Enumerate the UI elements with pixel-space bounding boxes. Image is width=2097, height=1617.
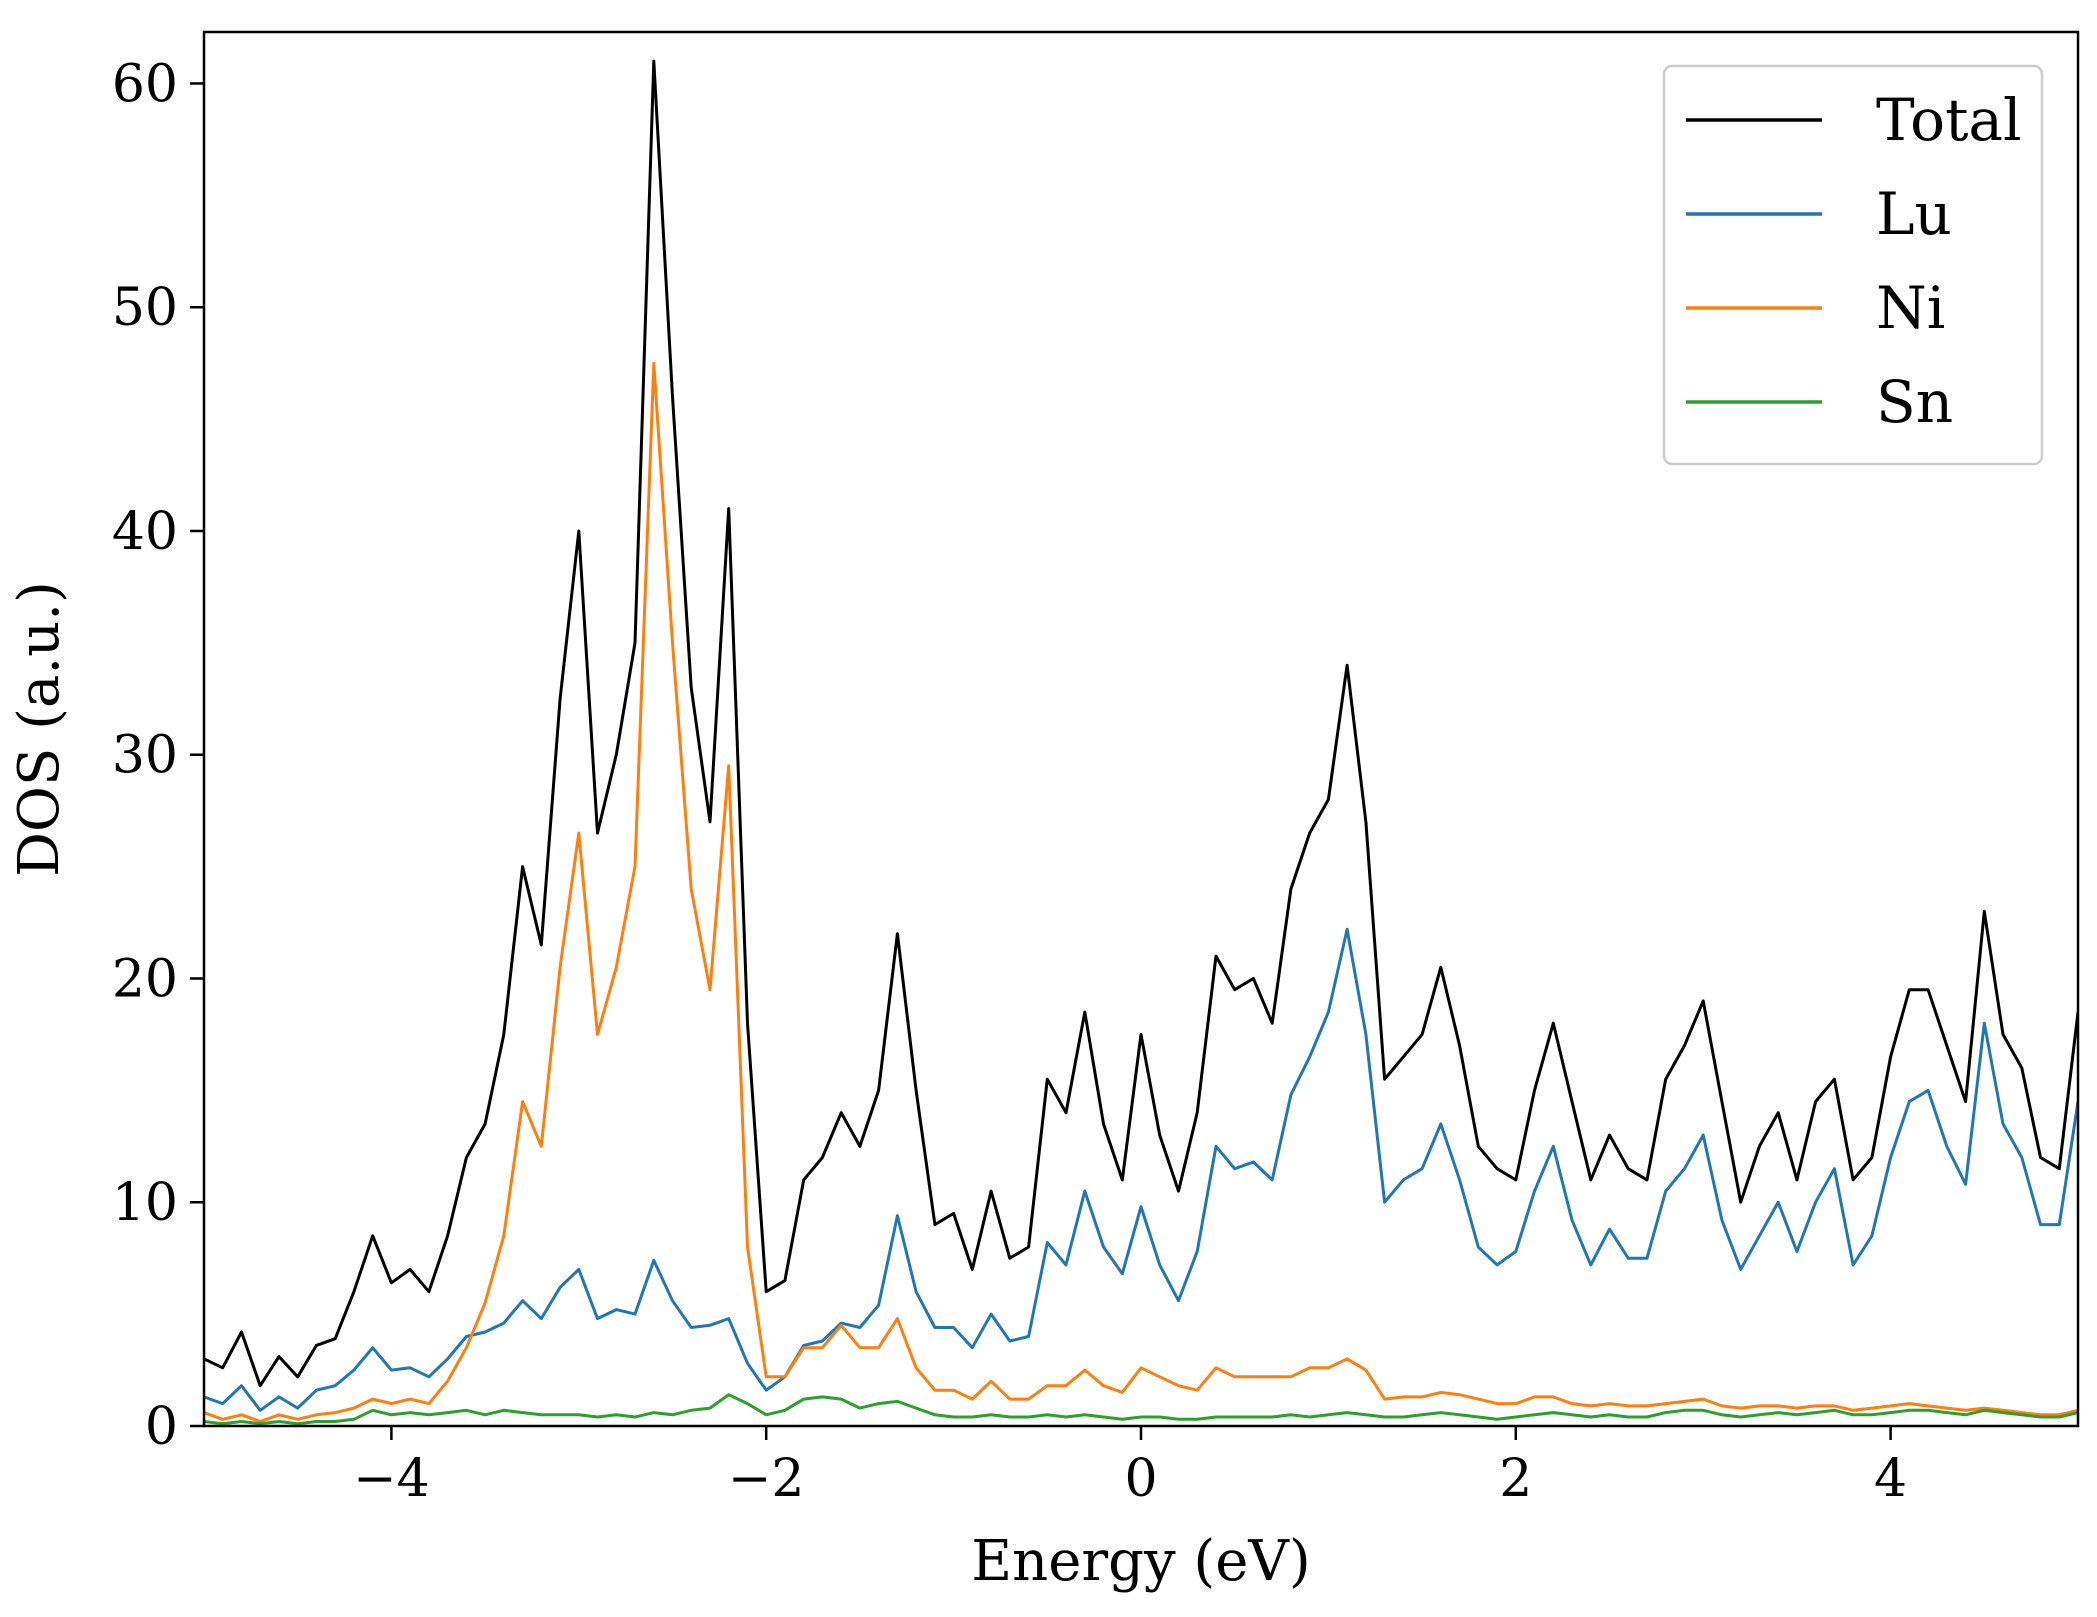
y-tick-label: 30 [112, 726, 178, 786]
y-tick-label: 20 [112, 949, 178, 1009]
y-axis-label: DOS (a.u.) [7, 581, 72, 877]
legend-label-lu: Lu [1876, 180, 1952, 248]
x-tick-label: −4 [353, 1449, 430, 1509]
x-tick-label: 0 [1124, 1449, 1157, 1509]
series-line-total [204, 59, 2078, 1388]
y-tick-label: 50 [112, 278, 178, 338]
y-tick-label: 10 [112, 1173, 178, 1233]
series-line-sn [204, 1393, 2078, 1426]
legend-box [1662, 64, 2044, 466]
x-tick-label: −2 [728, 1449, 805, 1509]
x-tick-label: 2 [1499, 1449, 1532, 1509]
x-tick-label: 4 [1874, 1449, 1907, 1509]
series-layer [204, 59, 2078, 1426]
legend-items: Total Lu Ni Sn [1686, 86, 2022, 436]
legend-label-ni: Ni [1876, 274, 1945, 342]
y-tick-label: 0 [145, 1397, 178, 1457]
y-tick-label: 60 [112, 54, 178, 114]
y-tick-label: 40 [112, 502, 178, 562]
y-axis-ticks: 0 10 20 30 40 50 60 [112, 54, 204, 1457]
series-line-ni [204, 361, 2078, 1423]
series-line-lu [204, 927, 2078, 1412]
x-axis-label: Energy (eV) [971, 1529, 1310, 1594]
legend-label-total: Total [1876, 86, 2022, 154]
legend-label-sn: Sn [1876, 368, 1953, 436]
x-axis-ticks: −4 −2 0 2 4 [353, 1426, 1907, 1509]
legend: Total Lu Ni Sn [1662, 64, 2044, 466]
